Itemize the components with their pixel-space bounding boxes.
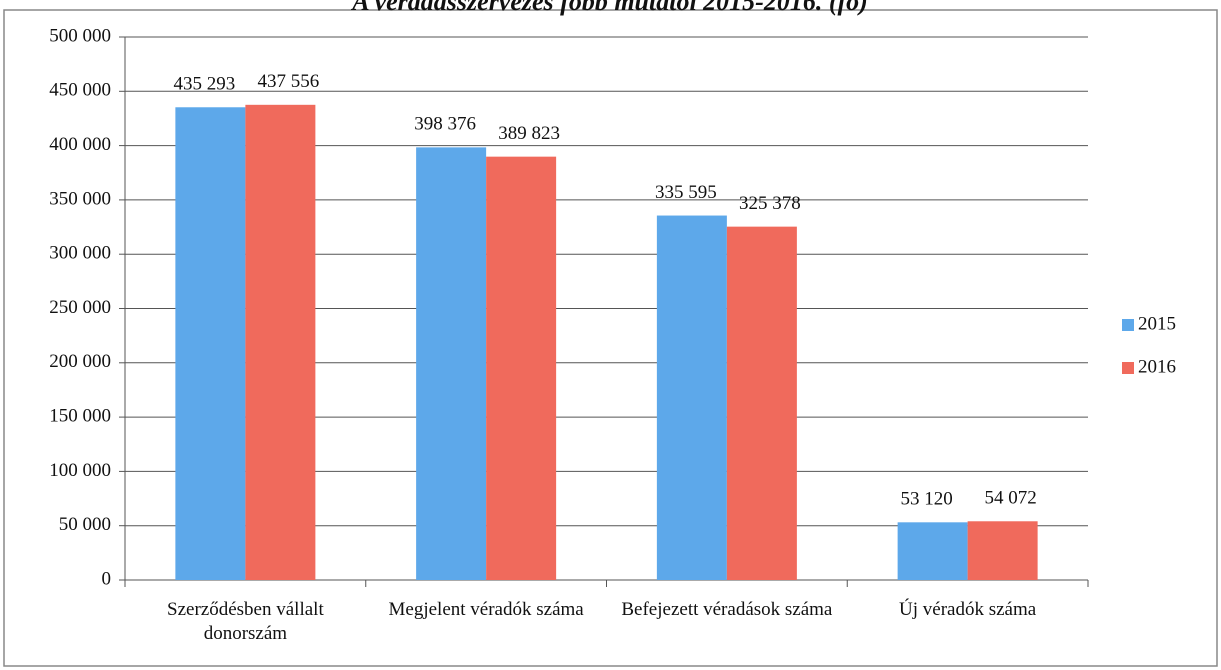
bar (967, 521, 1038, 580)
legend-label: 2016 (1138, 356, 1176, 377)
x-tick-label: Szerződésben vállalt donorszám (167, 599, 324, 644)
bar (245, 104, 316, 581)
y-tick-label: 500 000 (49, 25, 111, 46)
x-tick-label: Befejezett véradások száma (621, 599, 833, 620)
data-label: 437 556 (258, 71, 320, 92)
chart-title: A véradásszervezés főbb mutatói 2015-201… (350, 0, 868, 16)
data-label: 398 376 (414, 114, 476, 135)
y-tick-label: 0 (102, 568, 112, 589)
x-tick-label: Új véradók száma (899, 599, 1037, 620)
y-tick-label: 150 000 (49, 405, 111, 426)
bar (656, 215, 727, 580)
bar (897, 522, 968, 580)
legend-swatch (1122, 319, 1134, 331)
data-label: 325 378 (739, 193, 801, 214)
bar (486, 156, 557, 580)
data-label: 335 595 (655, 182, 717, 203)
x-tick-label: Megjelent véradók száma (388, 599, 584, 620)
y-tick-label: 200 000 (49, 351, 111, 372)
y-tick-label: 300 000 (49, 243, 111, 264)
data-label: 435 293 (174, 74, 236, 95)
y-tick-label: 100 000 (49, 460, 111, 481)
data-label: 54 072 (985, 488, 1037, 509)
data-label: 389 823 (498, 123, 560, 144)
legend-swatch (1122, 362, 1134, 374)
y-tick-label: 50 000 (59, 514, 111, 535)
data-label: 53 120 (901, 489, 953, 510)
y-tick-label: 250 000 (49, 297, 111, 318)
y-tick-label: 400 000 (49, 134, 111, 155)
chart-frame (3, 9, 1218, 667)
bar (175, 107, 246, 581)
legend-label: 2015 (1138, 313, 1176, 334)
y-tick-label: 450 000 (49, 80, 111, 101)
bar (726, 226, 797, 580)
bar (416, 147, 487, 581)
y-tick-label: 350 000 (49, 188, 111, 209)
